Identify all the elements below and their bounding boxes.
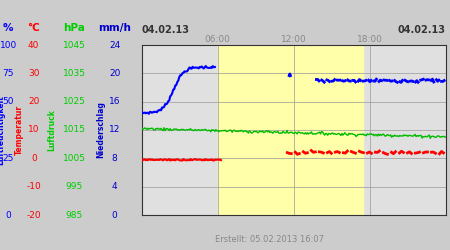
Text: 4: 4 xyxy=(112,182,117,191)
Text: 24: 24 xyxy=(109,40,121,50)
Text: Temperatur: Temperatur xyxy=(14,105,23,155)
Text: 04.02.13: 04.02.13 xyxy=(142,25,190,35)
Text: 1015: 1015 xyxy=(63,126,86,134)
Text: 75: 75 xyxy=(2,69,14,78)
Text: 50: 50 xyxy=(2,97,14,106)
Text: 25: 25 xyxy=(2,154,14,163)
Text: 1045: 1045 xyxy=(63,40,86,50)
Text: °C: °C xyxy=(27,22,40,32)
Text: mm/h: mm/h xyxy=(98,22,131,32)
Text: 100: 100 xyxy=(0,40,17,50)
Text: -20: -20 xyxy=(27,210,41,220)
Text: 20: 20 xyxy=(28,97,40,106)
Text: hPa: hPa xyxy=(63,22,85,32)
Text: 0: 0 xyxy=(112,210,117,220)
Text: 985: 985 xyxy=(66,210,83,220)
Text: 1025: 1025 xyxy=(63,97,86,106)
Text: Erstellt: 05.02.2013 16:07: Erstellt: 05.02.2013 16:07 xyxy=(215,236,324,244)
Text: Niederschlag: Niederschlag xyxy=(97,102,106,158)
Text: 20: 20 xyxy=(109,69,121,78)
Text: 1005: 1005 xyxy=(63,154,86,163)
Text: 0: 0 xyxy=(31,154,36,163)
Text: 04.02.13: 04.02.13 xyxy=(397,25,446,35)
Text: 8: 8 xyxy=(112,154,117,163)
Text: 16: 16 xyxy=(109,97,121,106)
Text: 10: 10 xyxy=(28,126,40,134)
Text: 1035: 1035 xyxy=(63,69,86,78)
Text: 0: 0 xyxy=(5,210,11,220)
Text: -10: -10 xyxy=(27,182,41,191)
Text: 40: 40 xyxy=(28,40,40,50)
Bar xyxy=(218,45,363,215)
Text: 12: 12 xyxy=(109,126,121,134)
Text: 30: 30 xyxy=(28,69,40,78)
Text: %: % xyxy=(3,22,14,32)
Text: 995: 995 xyxy=(66,182,83,191)
Text: Luftdruck: Luftdruck xyxy=(47,109,56,151)
Text: Luftfeuchtigkeit: Luftfeuchtigkeit xyxy=(0,95,5,165)
